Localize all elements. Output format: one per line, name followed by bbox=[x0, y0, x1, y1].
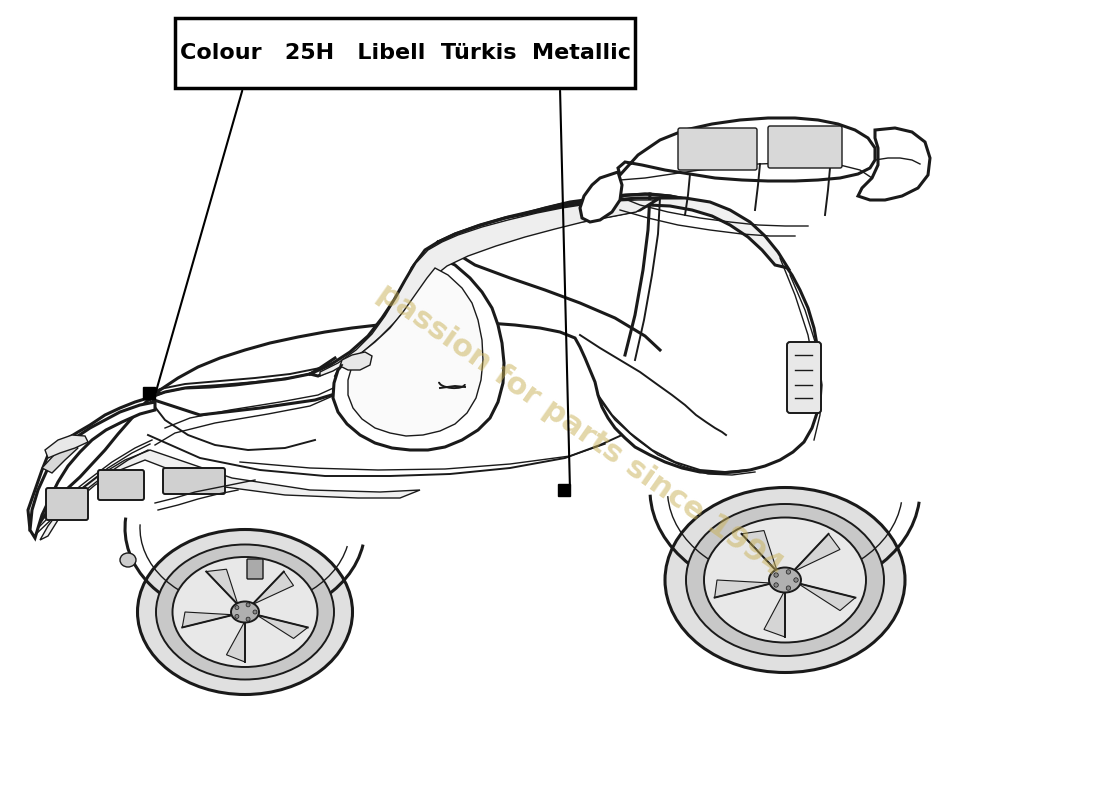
Polygon shape bbox=[333, 258, 504, 450]
Polygon shape bbox=[348, 268, 483, 436]
Circle shape bbox=[246, 603, 250, 607]
Polygon shape bbox=[320, 200, 654, 376]
FancyBboxPatch shape bbox=[163, 468, 225, 494]
Ellipse shape bbox=[231, 602, 258, 622]
Polygon shape bbox=[40, 450, 420, 540]
FancyBboxPatch shape bbox=[98, 470, 144, 500]
Circle shape bbox=[794, 578, 799, 582]
Polygon shape bbox=[648, 198, 788, 268]
Polygon shape bbox=[715, 580, 772, 598]
Ellipse shape bbox=[704, 518, 866, 642]
Text: Colour   25H   Libell  Türkis  Metallic: Colour 25H Libell Türkis Metallic bbox=[179, 43, 630, 63]
Polygon shape bbox=[30, 402, 155, 538]
Polygon shape bbox=[227, 621, 245, 662]
Polygon shape bbox=[42, 444, 78, 473]
Polygon shape bbox=[764, 590, 785, 637]
Circle shape bbox=[246, 617, 250, 621]
Polygon shape bbox=[28, 194, 820, 530]
Circle shape bbox=[774, 573, 779, 578]
Ellipse shape bbox=[666, 487, 905, 673]
Circle shape bbox=[253, 610, 257, 614]
FancyBboxPatch shape bbox=[786, 342, 821, 413]
Bar bbox=[175, 18, 635, 88]
Polygon shape bbox=[45, 435, 88, 458]
Polygon shape bbox=[340, 352, 372, 370]
Ellipse shape bbox=[138, 530, 352, 694]
Ellipse shape bbox=[173, 557, 318, 667]
Text: passion for parts since 1994: passion for parts since 1994 bbox=[372, 278, 788, 582]
Circle shape bbox=[774, 582, 779, 587]
FancyBboxPatch shape bbox=[46, 488, 88, 520]
Polygon shape bbox=[798, 583, 856, 610]
Circle shape bbox=[786, 570, 791, 574]
Polygon shape bbox=[618, 118, 874, 181]
Polygon shape bbox=[256, 614, 308, 638]
Circle shape bbox=[235, 606, 239, 610]
Polygon shape bbox=[252, 571, 294, 605]
FancyBboxPatch shape bbox=[678, 128, 757, 170]
Ellipse shape bbox=[120, 553, 136, 567]
FancyBboxPatch shape bbox=[248, 559, 263, 579]
Circle shape bbox=[786, 586, 791, 590]
Polygon shape bbox=[858, 128, 930, 200]
Ellipse shape bbox=[769, 567, 801, 593]
Circle shape bbox=[235, 614, 239, 618]
Polygon shape bbox=[793, 534, 840, 572]
Polygon shape bbox=[741, 530, 778, 572]
Polygon shape bbox=[580, 172, 622, 222]
Ellipse shape bbox=[686, 504, 884, 656]
Polygon shape bbox=[206, 570, 238, 605]
FancyBboxPatch shape bbox=[768, 126, 842, 168]
Ellipse shape bbox=[156, 545, 334, 679]
Polygon shape bbox=[310, 198, 660, 376]
Polygon shape bbox=[183, 612, 233, 627]
